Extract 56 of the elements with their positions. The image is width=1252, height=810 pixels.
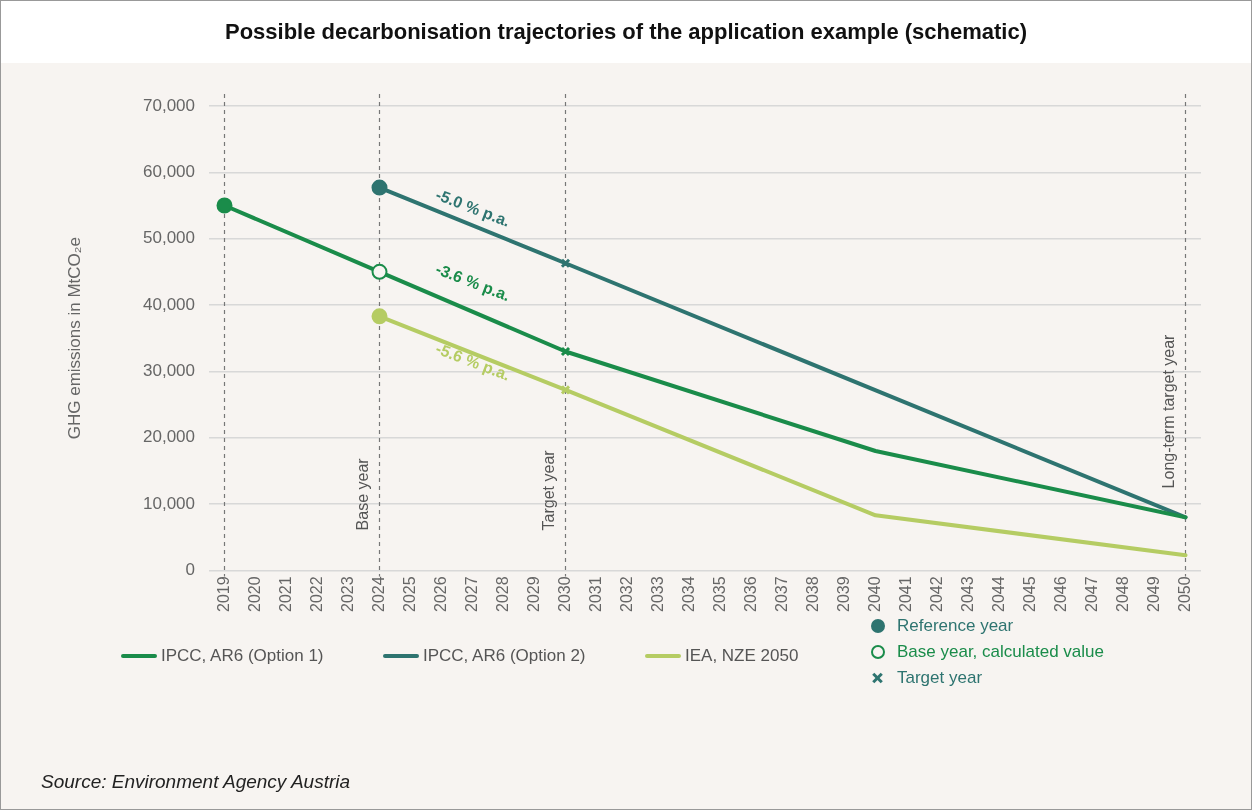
y-tick-label: 60,000 [143, 162, 195, 182]
x-tick-label: 2025 [400, 576, 418, 612]
chart-title: Possible decarbonisation trajectories of the application example (schematic) [1, 1, 1251, 63]
x-tick-label: 2040 [865, 576, 883, 612]
legend-label: Target year [897, 668, 983, 688]
x-tick-label: 2026 [431, 576, 449, 612]
x-tick-label: 2041 [896, 576, 914, 612]
y-axis-title: GHG emissions in MtCO₂e [64, 237, 84, 440]
y-tick-label: 70,000 [143, 95, 195, 115]
ref-line-label: Long-term target year [1159, 333, 1177, 489]
x-tick-label: 2046 [1051, 576, 1069, 612]
x-tick-label: 2031 [586, 576, 604, 612]
x-tick-label: 2024 [369, 576, 387, 612]
x-tick-label: 2049 [1144, 576, 1162, 612]
x-tick-label: 2030 [555, 576, 573, 612]
x-tick-label: 2044 [989, 576, 1007, 612]
y-tick-label: 50,000 [143, 228, 195, 248]
source-note: Source: Environment Agency Austria [41, 771, 351, 793]
y-tick-label: 10,000 [143, 493, 195, 513]
legend-label: IPCC, AR6 (Option 2) [423, 646, 586, 666]
x-tick-label: 2037 [772, 576, 790, 612]
x-tick-label: 2027 [462, 576, 480, 612]
x-tick-label: 2047 [1082, 576, 1100, 612]
ref-line-label: Base year [353, 457, 371, 531]
legend-label: Reference year [897, 616, 1014, 636]
y-tick-label: 40,000 [143, 294, 195, 314]
x-tick-label: 2019 [214, 576, 232, 612]
annotation: -3.6 % p.a. [433, 260, 513, 305]
x-tick-label: 2021 [276, 576, 294, 612]
y-tick-label: 20,000 [143, 427, 195, 447]
legend-label: IEA, NZE 2050 [685, 646, 799, 666]
x-tick-label: 2039 [834, 576, 852, 612]
x-tick-label: 2043 [958, 576, 976, 612]
x-tick-label: 2042 [927, 576, 945, 612]
legend-label: Base year, calculated value [897, 642, 1104, 662]
annotation: -5.0 % p.a. [433, 185, 513, 230]
x-tick-label: 2045 [1020, 576, 1038, 612]
x-tick-label: 2034 [679, 576, 697, 612]
x-tick-label: 2022 [307, 576, 325, 612]
legend-label: IPCC, AR6 (Option 1) [161, 646, 324, 666]
x-tick-label: 2028 [493, 576, 511, 612]
x-tick-label: 2029 [524, 576, 542, 612]
x-tick-label: 2050 [1175, 576, 1193, 612]
x-tick-label: 2033 [648, 576, 666, 612]
y-tick-label: 30,000 [143, 361, 195, 381]
y-tick-label: 0 [185, 560, 195, 580]
annotation: -5.6 % p.a. [433, 339, 513, 384]
x-tick-label: 2038 [803, 576, 821, 612]
x-tick-label: 2032 [617, 576, 635, 612]
x-tick-label: 2035 [710, 576, 728, 612]
x-tick-label: 2048 [1113, 576, 1131, 612]
x-tick-label: 2020 [245, 576, 263, 612]
x-tick-label: 2036 [741, 576, 759, 612]
x-tick-label: 2023 [338, 576, 356, 612]
ref-line-label: Target year [539, 449, 557, 531]
point [371, 263, 388, 280]
